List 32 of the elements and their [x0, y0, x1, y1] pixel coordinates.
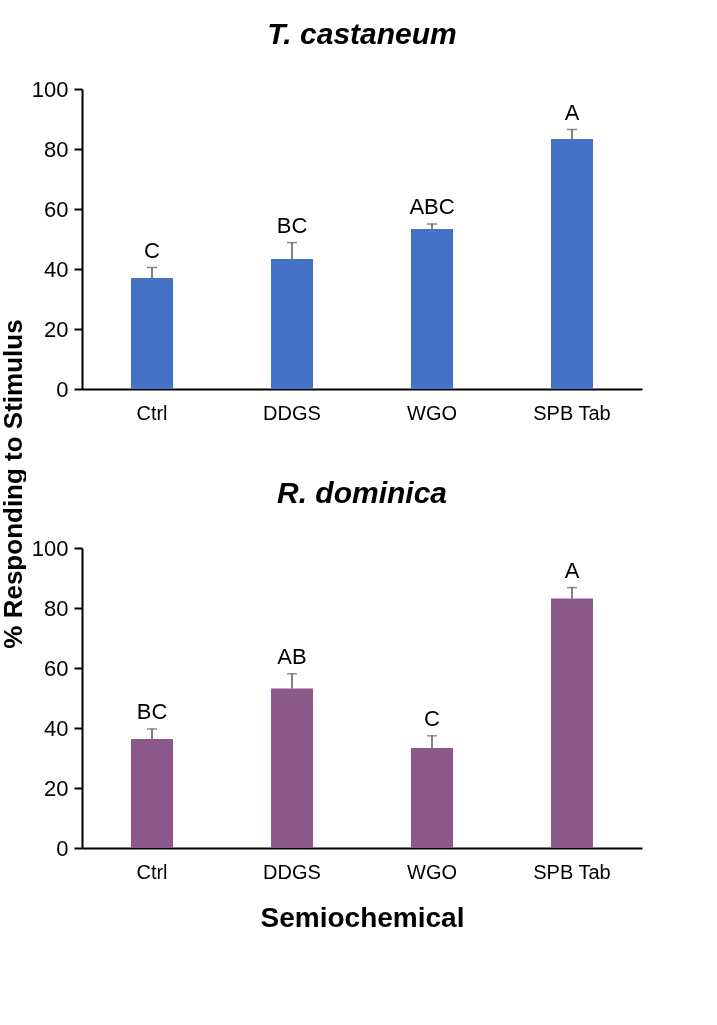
y-tick-label: 20 — [44, 775, 69, 801]
annotation: BC — [137, 698, 168, 724]
y-tick-label: 20 — [44, 316, 69, 342]
annotation: BC — [277, 212, 308, 238]
x-tick-label: SPB Tab — [533, 401, 612, 424]
x-tick-label: WGO — [407, 860, 458, 883]
y-tick-label: 0 — [56, 376, 69, 402]
y-tick-label: 80 — [44, 136, 69, 162]
chart-title: R. dominica — [277, 476, 448, 509]
x-tick-label: Ctrl — [136, 401, 168, 424]
y-tick-label: 0 — [56, 835, 69, 861]
x-axis-title: Semiochemical — [260, 901, 465, 933]
y-axis-title: % Responding to Stimulus — [0, 319, 29, 649]
annotation: A — [564, 99, 580, 125]
chart-title: T. castaneum — [267, 17, 458, 50]
x-tick-label: DDGS — [263, 401, 322, 424]
annotation: C — [144, 237, 161, 263]
y-tick-label: 60 — [44, 196, 69, 222]
annotation: AB — [277, 643, 308, 669]
y-tick-label: 60 — [44, 655, 69, 681]
annotation: A — [564, 557, 580, 583]
y-tick-label: 80 — [44, 595, 69, 621]
annotation: ABC — [409, 194, 456, 219]
x-tick-label: WGO — [407, 401, 458, 424]
x-tick-label: Ctrl — [136, 860, 168, 883]
y-tick-label: 100 — [32, 535, 69, 561]
y-tick-label: 100 — [32, 76, 69, 102]
x-tick-label: DDGS — [263, 860, 322, 883]
x-tick-label: SPB Tab — [533, 860, 612, 883]
annotation: C — [424, 705, 441, 731]
y-tick-label: 40 — [44, 256, 69, 282]
y-tick-label: 40 — [44, 715, 69, 741]
